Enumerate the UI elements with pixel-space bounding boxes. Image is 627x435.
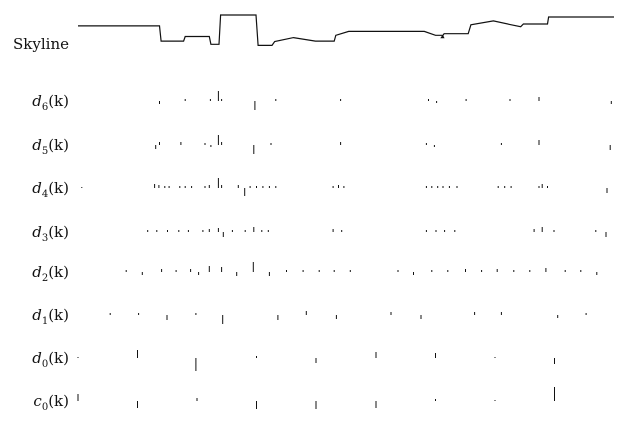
row-label-d4: d4(k) (32, 179, 69, 200)
row-label-d5: d5(k) (32, 136, 69, 157)
row-label-d2: d2(k) (32, 263, 69, 284)
row-label-c0: c0(k) (33, 392, 69, 413)
row-label-d0: d0(k) (32, 349, 69, 370)
row-label-d6: d6(k) (32, 92, 69, 113)
coefficient-row-labels: d6(k) d5(k) d4(k) d3(k) d2(k) d1(k) d0(k) c0(k) (32, 92, 69, 413)
row-label-d3: d3(k) (32, 223, 69, 244)
skyline-label: Skyline (13, 35, 69, 53)
coefficient-spikes (77, 91, 612, 409)
row-label-d1: d1(k) (32, 306, 69, 327)
skyline-profile (78, 14, 614, 46)
